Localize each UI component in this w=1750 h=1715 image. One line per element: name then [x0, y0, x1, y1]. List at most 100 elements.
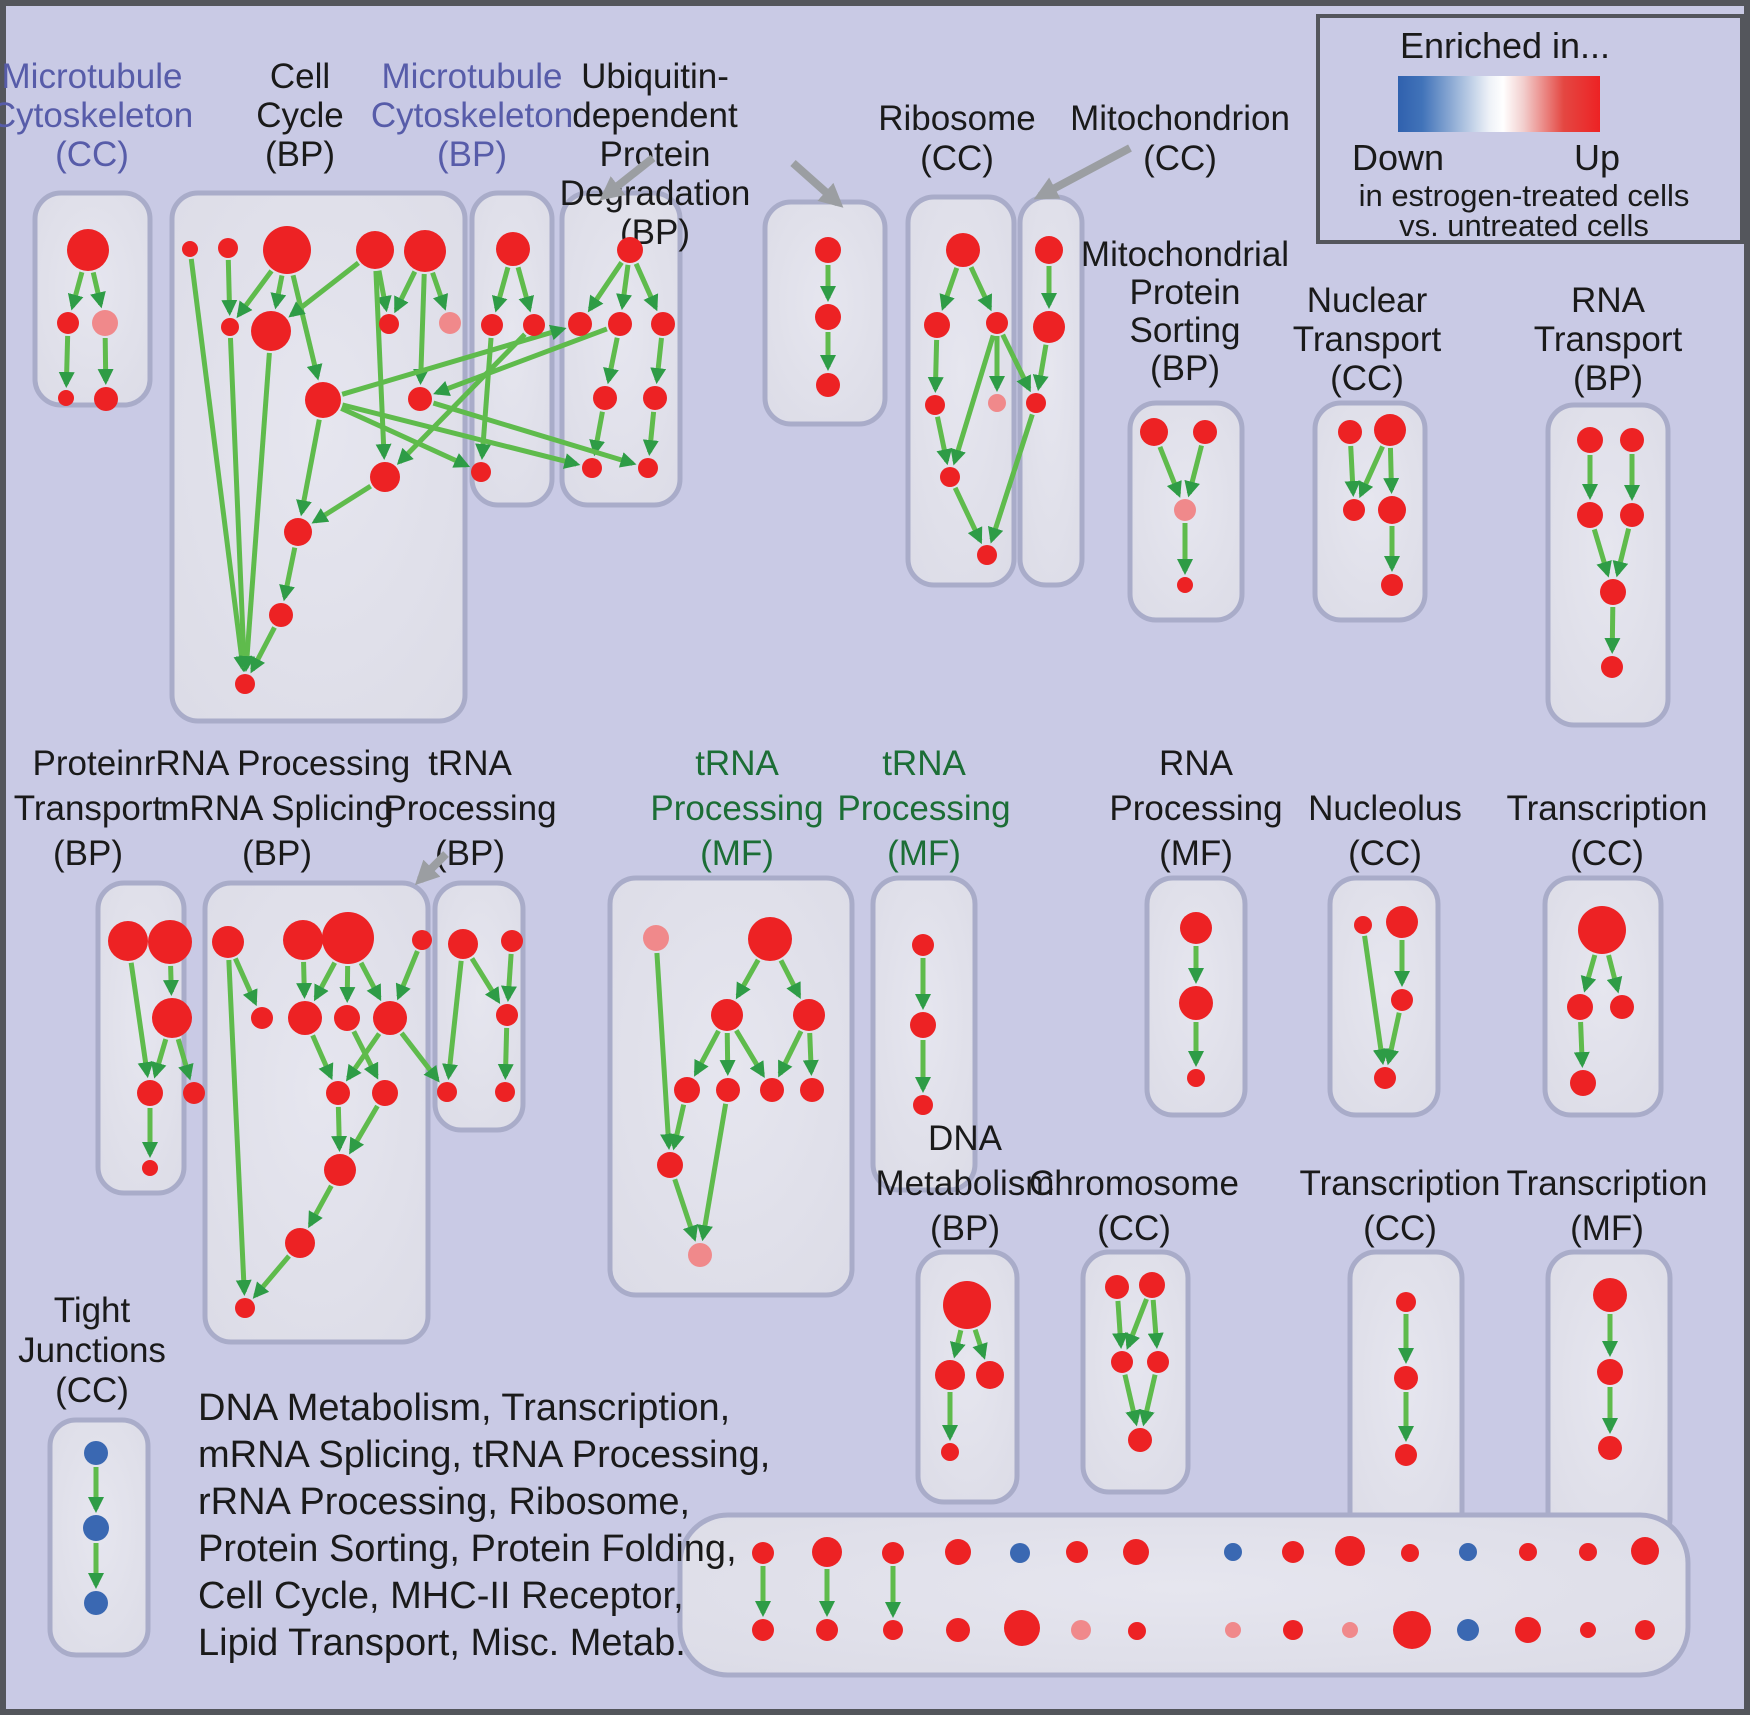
transcription-cc-bottom-label-line: Transcription: [1300, 1164, 1501, 1203]
rrna-processing-mrna-splicing-bp-node-7: [373, 1001, 407, 1035]
transcription-cc-row2-edge-0-2: [1606, 954, 1623, 994]
cell-cycle-bp-edge-2-9: [290, 274, 323, 381]
trna-processing-mf-large-edge-0-8: [654, 952, 677, 1151]
cell-cycle-bp-node-8: [439, 312, 461, 334]
microtubule-cytoskeleton-cc-node-3: [58, 390, 74, 406]
ribosome-cc-node-2: [986, 312, 1008, 334]
misc-metabolism-group-node-8: [1066, 1541, 1088, 1563]
mitochondrial-protein-sorting-bp-label-line: Mitochondrial: [1081, 235, 1289, 274]
transcription-mf-node-1: [1597, 1359, 1623, 1385]
ribosome-cc-node-0: [946, 233, 980, 267]
microtubule-cytoskeleton-bp-node-2: [523, 314, 545, 336]
ubiquitin-degradation-bp-left-box-edge-4-6: [589, 411, 605, 457]
protein-transport-bp-node-2: [152, 998, 192, 1038]
rna-transport-bp-node-4: [1600, 579, 1626, 605]
cross-edge-8: [399, 1031, 440, 1083]
nuclear-transport-cc-node-2: [1343, 499, 1365, 521]
mitochondrion-cc-edge-1-2: [1032, 344, 1049, 392]
ubiquitin-degradation-bp-left-box-node-0: [617, 237, 643, 263]
dna-metabolism-bp-label-line: DNA: [928, 1119, 1003, 1158]
cell-cycle-bp-edge-3-7: [375, 270, 392, 313]
microtubule-cytoskeleton-bp-node-3: [471, 462, 491, 482]
protein-transport-bp-node-5: [142, 1160, 158, 1176]
rna-processing-mf-node-1: [1179, 986, 1213, 1020]
cell-cycle-bp-node-7: [379, 314, 399, 334]
legend-up-label: Up: [1574, 137, 1620, 178]
cell-cycle-bp-edge-4-7: [393, 270, 418, 314]
cell-cycle-bp-edge-4-10: [413, 273, 430, 386]
legend-down-label: Down: [1352, 137, 1444, 178]
cell-cycle-bp-node-11: [370, 462, 400, 492]
rrna-processing-mrna-splicing-bp-node-6: [334, 1005, 360, 1031]
trna-processing-mf-large-node-5: [716, 1078, 740, 1102]
rna-processing-mf-node-2: [1187, 1069, 1205, 1087]
mitochondrial-protein-sorting-bp-label-line: Sorting: [1130, 311, 1241, 350]
misc-metabolism-group-node-29: [1635, 1620, 1655, 1640]
trna-processing-mf-large-node-2: [711, 999, 743, 1031]
rna-transport-bp-edge-3-4: [1612, 527, 1632, 578]
rrna-processing-mrna-splicing-bp-label: rRNA Processing mRNA Splicing (BP): [144, 744, 410, 873]
cluster-boxes-layer: [32, 190, 1691, 1678]
chromosome-cc-edge-2-4: [1122, 1374, 1142, 1427]
rrna-processing-mrna-splicing-bp-label-line: mRNA Splicing: [160, 789, 393, 828]
trna-processing-mf-small-node-2: [913, 1095, 933, 1115]
protein-transport-bp-edge-2-3: [151, 1038, 169, 1079]
trna-processing-mf-large-edge-2-5: [719, 1032, 736, 1077]
mitochondrion-cc-node-0: [1035, 236, 1063, 264]
ribosome-cc-node-5: [940, 467, 960, 487]
microtubule-cytoskeleton-bp-label-line: Cytoskeleton: [371, 96, 573, 135]
cell-cycle-bp-label-line: Cell: [270, 57, 330, 96]
chromosome-cc-box: [1080, 1249, 1191, 1495]
ubiquitin-degradation-bp-left-box-edge-2-4: [603, 337, 620, 385]
mitochondrial-protein-sorting-bp-node-3: [1177, 577, 1193, 593]
microtubule-cytoskeleton-cc-node-1: [57, 312, 79, 334]
microtubule-cytoskeleton-bp-label-line: (BP): [437, 135, 507, 174]
misc-metabolism-group-node-21: [1128, 1622, 1146, 1640]
cell-cycle-bp-node-13: [269, 603, 293, 627]
nuclear-transport-cc-edge-1-2: [1358, 445, 1385, 499]
cell-cycle-bp-node-10: [408, 387, 432, 411]
ribosome-cc-node-4: [988, 394, 1006, 412]
mitochondrial-protein-sorting-bp-node-0: [1140, 418, 1168, 446]
cell-cycle-bp-edge-2-6: [270, 275, 287, 310]
trna-processing-bp-label-line: tRNA: [428, 744, 512, 783]
trna-processing-mf-large-edge-2-4: [693, 1029, 721, 1077]
microtubule-cytoskeleton-cc-edge-1-3: [58, 335, 75, 389]
ribosome-cc-label-line: (CC): [920, 139, 994, 178]
misc-metabolism-group-node-22: [1225, 1622, 1241, 1638]
dna-metabolism-bp-label: DNA Metabolism (BP): [876, 1119, 1055, 1248]
trna-processing-bp-node-1: [501, 930, 523, 952]
legend-gradient-bar: [1398, 76, 1600, 132]
ubiquitin-degradation-bp-left-box-edge-0-1: [587, 261, 624, 313]
chromosome-cc-edge-0-2: [1112, 1300, 1129, 1350]
misc-metabolism-group-node-16: [1579, 1543, 1597, 1561]
misc-metabolism-group-node-0: [752, 1542, 774, 1564]
misc-list-line: Protein Sorting, Protein Folding,: [198, 1528, 737, 1570]
annotation-arrow-0: [599, 154, 656, 201]
chromosome-cc-label-line: Chromosome: [1029, 1164, 1239, 1203]
rna-transport-bp-edge-2-4: [1591, 528, 1612, 578]
misc-list: DNA Metabolism, Transcription, mRNA Splic…: [198, 1387, 770, 1664]
trna-processing-bp-edge-2-4: [497, 1027, 514, 1081]
cross-edge-2: [341, 324, 567, 397]
trna-processing-mf-large-node-7: [800, 1078, 824, 1102]
rrna-processing-mrna-splicing-bp-edge-10-11: [307, 1184, 334, 1229]
annotation-arrow-3: [414, 851, 449, 886]
ribosome-cc-node-3: [925, 395, 945, 415]
microtubule-cytoskeleton-cc-node-0: [67, 229, 109, 271]
nuclear-transport-cc-node-4: [1381, 574, 1403, 596]
protein-transport-bp-node-3: [137, 1080, 163, 1106]
trna-processing-mf-large-edge-8-9: [672, 1178, 699, 1242]
trna-processing-mf-large-node-1: [748, 917, 792, 961]
misc-metabolism-group-node-5: [883, 1620, 903, 1640]
chromosome-cc-edge-1-2: [1125, 1298, 1149, 1350]
rna-transport-bp-label-line: RNA: [1571, 281, 1646, 320]
ubiquitin-degradation-bp-left-box-node-6: [582, 458, 602, 478]
trna-processing-mf-small-node-0: [912, 934, 934, 956]
cell-cycle-bp-edge-6-14: [239, 352, 272, 673]
